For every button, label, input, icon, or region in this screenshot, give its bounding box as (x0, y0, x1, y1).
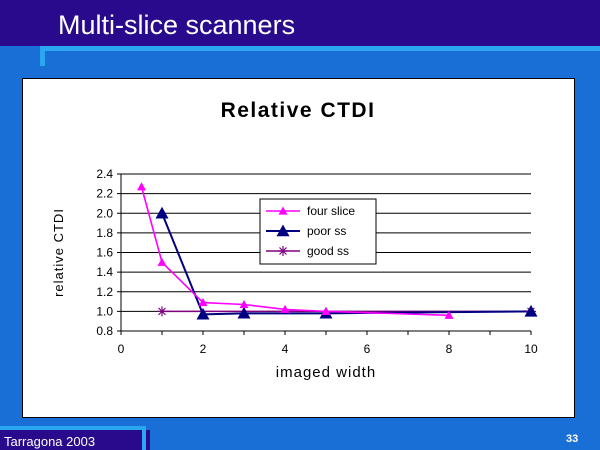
accent-strip (40, 46, 600, 51)
title-bar (0, 0, 600, 46)
y-tick-label: 2.4 (96, 167, 113, 181)
marker-four-slice (157, 257, 167, 266)
marker-good-ss (278, 246, 288, 256)
x-tick-label: 2 (200, 342, 207, 356)
marker-four-slice (321, 306, 331, 315)
page-number: 33 (566, 433, 579, 445)
y-tick-label: 1.4 (96, 265, 113, 279)
y-tick-label: 0.8 (96, 324, 113, 338)
footer-bar (0, 430, 150, 450)
marker-four-slice (239, 300, 249, 309)
footer-text: Tarragona 2003 (4, 434, 96, 449)
chart-panel: Relative CTDI 0.8 1.0 1.2 1.4 1.6 1.8 2.0 2.2 2.4… (22, 78, 575, 418)
y-tick-label: 2.2 (96, 187, 113, 201)
marker-poor-ss (155, 206, 169, 219)
slide-title: Multi-slice scanners (58, 10, 296, 40)
x-tick-label: 0 (118, 342, 125, 356)
x-tick-label: 8 (446, 342, 453, 356)
chart-svg: Relative CTDI 0.8 1.0 1.2 1.4 1.6 1.8 2.0 2.2 2.4… (51, 99, 538, 381)
x-tick-label: 4 (282, 342, 289, 356)
footer-accent-vertical (142, 426, 146, 450)
y-axis-label: relative CTDI (51, 208, 66, 297)
legend-label: poor ss (307, 224, 346, 238)
x-tick-label: 10 (524, 342, 538, 356)
marker-four-slice (444, 310, 454, 319)
y-tick-label: 1.0 (96, 304, 113, 318)
footer-accent (0, 426, 146, 430)
marker-poor-ss (524, 304, 538, 317)
marker-poor-ss (276, 224, 290, 237)
marker-four-slice (198, 298, 208, 307)
legend-label: four slice (307, 204, 355, 218)
y-tick-label: 1.6 (96, 246, 113, 260)
marker-four-slice (137, 182, 146, 191)
x-tick-label: 6 (364, 342, 371, 356)
legend-label: good ss (307, 244, 349, 258)
marker-poor-ss (237, 306, 251, 319)
y-tick-label: 1.2 (96, 285, 113, 299)
marker-four-slice (278, 206, 288, 215)
chart-title: Relative CTDI (221, 99, 376, 122)
y-tick-label: 1.8 (96, 226, 113, 240)
x-axis-label: imaged width (276, 364, 376, 381)
accent-strip-vertical (40, 46, 45, 66)
y-tick-label: 2.0 (96, 206, 113, 220)
marker-four-slice (280, 304, 290, 314)
marker-good-ss (157, 306, 167, 317)
marker-poor-ss (196, 307, 210, 320)
